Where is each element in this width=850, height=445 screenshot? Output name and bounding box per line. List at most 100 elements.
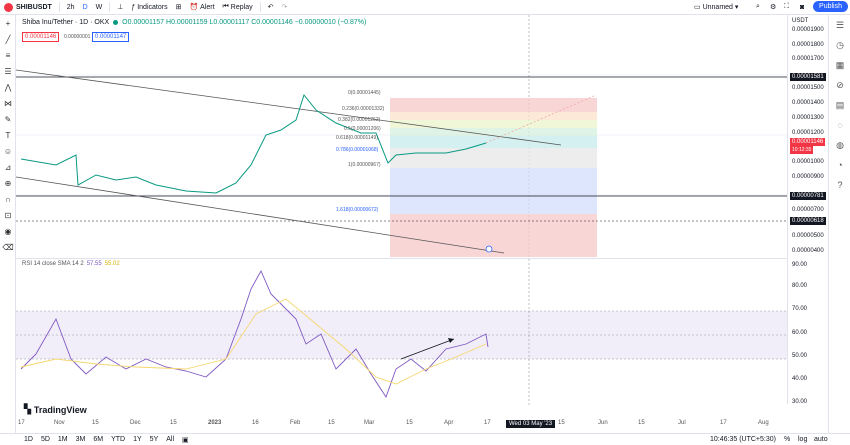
price-tick: 0.00000500 [792, 233, 824, 239]
calendar-icon[interactable]: ▤ [835, 99, 845, 110]
indicators-icon: ƒ [131, 3, 136, 11]
trash-icon[interactable]: ⌫ [2, 242, 14, 252]
fib-label-1618: 1.618(0.00000672) [336, 207, 379, 213]
time-tick: Nov [54, 420, 65, 426]
emoji-icon[interactable]: ☺ [3, 146, 13, 156]
fib-zone-618 [390, 136, 597, 148]
ruler-icon[interactable]: ⊿ [4, 162, 12, 172]
layout-grid-icon[interactable]: ⊞ [175, 4, 182, 11]
notifications-icon[interactable]: ◔ [837, 160, 843, 170]
drawing-toolbar: + ╱ ≡ ☰ ⋀ ⋈ ✎ T ☺ ⊿ ⊕ ∩ ⊡ ◉ ⌫ [0, 15, 16, 433]
range-1d-button[interactable]: 1D [24, 436, 33, 443]
time-axis[interactable]: 17 Nov 15 Dec 15 2023 16 Feb 15 Mar 15 A… [16, 418, 787, 429]
search-icon[interactable]: ⌕ [756, 3, 760, 10]
range-1m-button[interactable]: 1M [57, 436, 68, 443]
ohlc-values: O0.00001157 H0.00001159 L0.00001117 C0.0… [122, 19, 367, 26]
trend-line-upper[interactable] [15, 69, 562, 146]
camera-icon[interactable]: ◙ [800, 3, 805, 11]
trend-line-lower[interactable] [15, 176, 505, 254]
fib-zone-236 [390, 112, 597, 120]
pattern-icon[interactable]: ⋀ [4, 82, 12, 92]
data-window-icon[interactable]: ▦ [835, 59, 845, 70]
trend-line-icon[interactable]: ╱ [5, 34, 11, 44]
rsi-arrow[interactable] [400, 338, 455, 360]
redo-icon[interactable]: ↷ [281, 4, 288, 11]
alerts-clock-icon[interactable]: ◷ [836, 39, 844, 50]
zoom-in-icon[interactable]: ⊕ [4, 178, 12, 188]
chart-type-icon[interactable]: ⊥ [117, 4, 124, 11]
auto-toggle[interactable]: auto [814, 436, 828, 443]
rsi-tick: 50.00 [792, 353, 808, 359]
lock-icon[interactable]: ⊡ [4, 210, 12, 220]
range-3m-button[interactable]: 3M [75, 436, 86, 443]
rsi-tick: 90.00 [792, 262, 808, 268]
fib-zone-1618 [390, 214, 597, 257]
clock-readout[interactable]: 10:46:35 (UTC+5:30) [710, 436, 776, 443]
layout-menu[interactable]: ▭ Unnamed ▾ [694, 3, 739, 12]
fib-zone-1 [390, 168, 597, 214]
interval-d-button[interactable]: D [82, 3, 88, 11]
publish-button[interactable]: Publish [813, 1, 848, 12]
sell-price-box[interactable]: 0.00001146 [22, 32, 60, 42]
rsi-value: 57.55 [86, 261, 102, 267]
fib-retracement-icon[interactable]: ☰ [4, 66, 12, 76]
time-tick: 15 [170, 420, 177, 426]
fib-zone-382 [390, 120, 597, 128]
bottom-toolbar: 1D 5D 1M 3M 6M YTD 1Y 5Y All ▣ 10:46:35 … [0, 433, 850, 445]
brush-icon[interactable]: ✎ [4, 114, 12, 124]
percent-toggle[interactable]: % [784, 436, 791, 443]
interval-w-button[interactable]: W [95, 3, 103, 11]
time-tick: 15 [328, 420, 335, 426]
top-toolbar: SHIBUSDT 2h D W ⊥ ƒ Indicators ⊞ ⏰ Alert… [0, 0, 850, 15]
range-1y-button[interactable]: 1Y [133, 436, 142, 443]
time-tick: 15 [638, 420, 645, 426]
undo-icon[interactable]: ↶ [267, 4, 274, 11]
drawing-handle[interactable] [485, 245, 493, 253]
settings-gear-icon[interactable]: ⚙ [770, 4, 777, 11]
chart-title: Shiba Inu/Tether · 1D · OKX [22, 19, 110, 26]
range-ytd-button[interactable]: YTD [111, 436, 126, 443]
log-toggle[interactable]: log [798, 436, 808, 443]
rsi-canvas [16, 259, 787, 405]
alert-label: Alert [200, 3, 215, 11]
price-tick: 0.00001900 [792, 27, 824, 33]
price-tick: 0.00001500 [792, 85, 824, 91]
range-6m-button[interactable]: 6M [93, 436, 104, 443]
text-tool-icon[interactable]: T [5, 130, 11, 140]
watchlist-icon[interactable]: ☰ [835, 19, 845, 30]
interval-2h-button[interactable]: 2h [66, 3, 75, 11]
tradingview-logo[interactable]: ▚ TradingView [24, 404, 87, 415]
price-chart-canvas [15, 15, 787, 257]
range-5d-button[interactable]: 5D [40, 436, 50, 443]
help-icon[interactable]: ? [837, 180, 843, 190]
goto-date-icon[interactable]: ▣ [182, 436, 189, 444]
range-5y-button[interactable]: 5Y [149, 436, 159, 443]
prediction-icon[interactable]: ⋈ [4, 98, 12, 108]
buy-price-box[interactable]: 0.00001147 [92, 32, 130, 42]
rsi-tick: 30.00 [792, 399, 808, 405]
hotlist-icon[interactable]: ⊘ [836, 79, 844, 90]
time-tick: Jul [678, 420, 686, 426]
fib-label-618: 0.618(0.00001149) [336, 135, 378, 141]
price-chart[interactable] [15, 15, 787, 257]
fullscreen-icon[interactable]: ⛶ [784, 3, 789, 10]
chat-icon[interactable]: ◍ [836, 139, 844, 150]
ideas-icon[interactable]: ◌ [837, 120, 843, 130]
symbol-search[interactable]: SHIBUSDT [0, 0, 56, 15]
range-all-button[interactable]: All [166, 436, 175, 443]
tv-mark-icon: ▚ [24, 404, 31, 414]
price-scale[interactable]: USDT 0.00001900 0.00001800 0.00001700 0.… [787, 15, 828, 405]
crosshair-icon[interactable]: + [5, 18, 11, 28]
rsi-pane[interactable] [16, 258, 787, 405]
right-sidebar: ☰ ◷ ▦ ⊘ ▤ ◌ ◍ ◔ ? [828, 15, 850, 433]
alert-button[interactable]: ⏰ Alert [185, 0, 218, 15]
indicators-button[interactable]: ƒ Indicators [127, 0, 171, 15]
fib-label-786: 0.786(0.00001068) [336, 147, 379, 153]
magnet-icon[interactable]: ∩ [5, 194, 11, 204]
fib-zone-5 [390, 128, 597, 136]
currency-label: USDT [792, 18, 809, 24]
eye-icon[interactable]: ◉ [4, 226, 12, 236]
replay-button[interactable]: ⏮ Replay [219, 0, 257, 15]
projection-line[interactable] [485, 94, 597, 144]
horizontal-lines-icon[interactable]: ≡ [5, 50, 11, 60]
